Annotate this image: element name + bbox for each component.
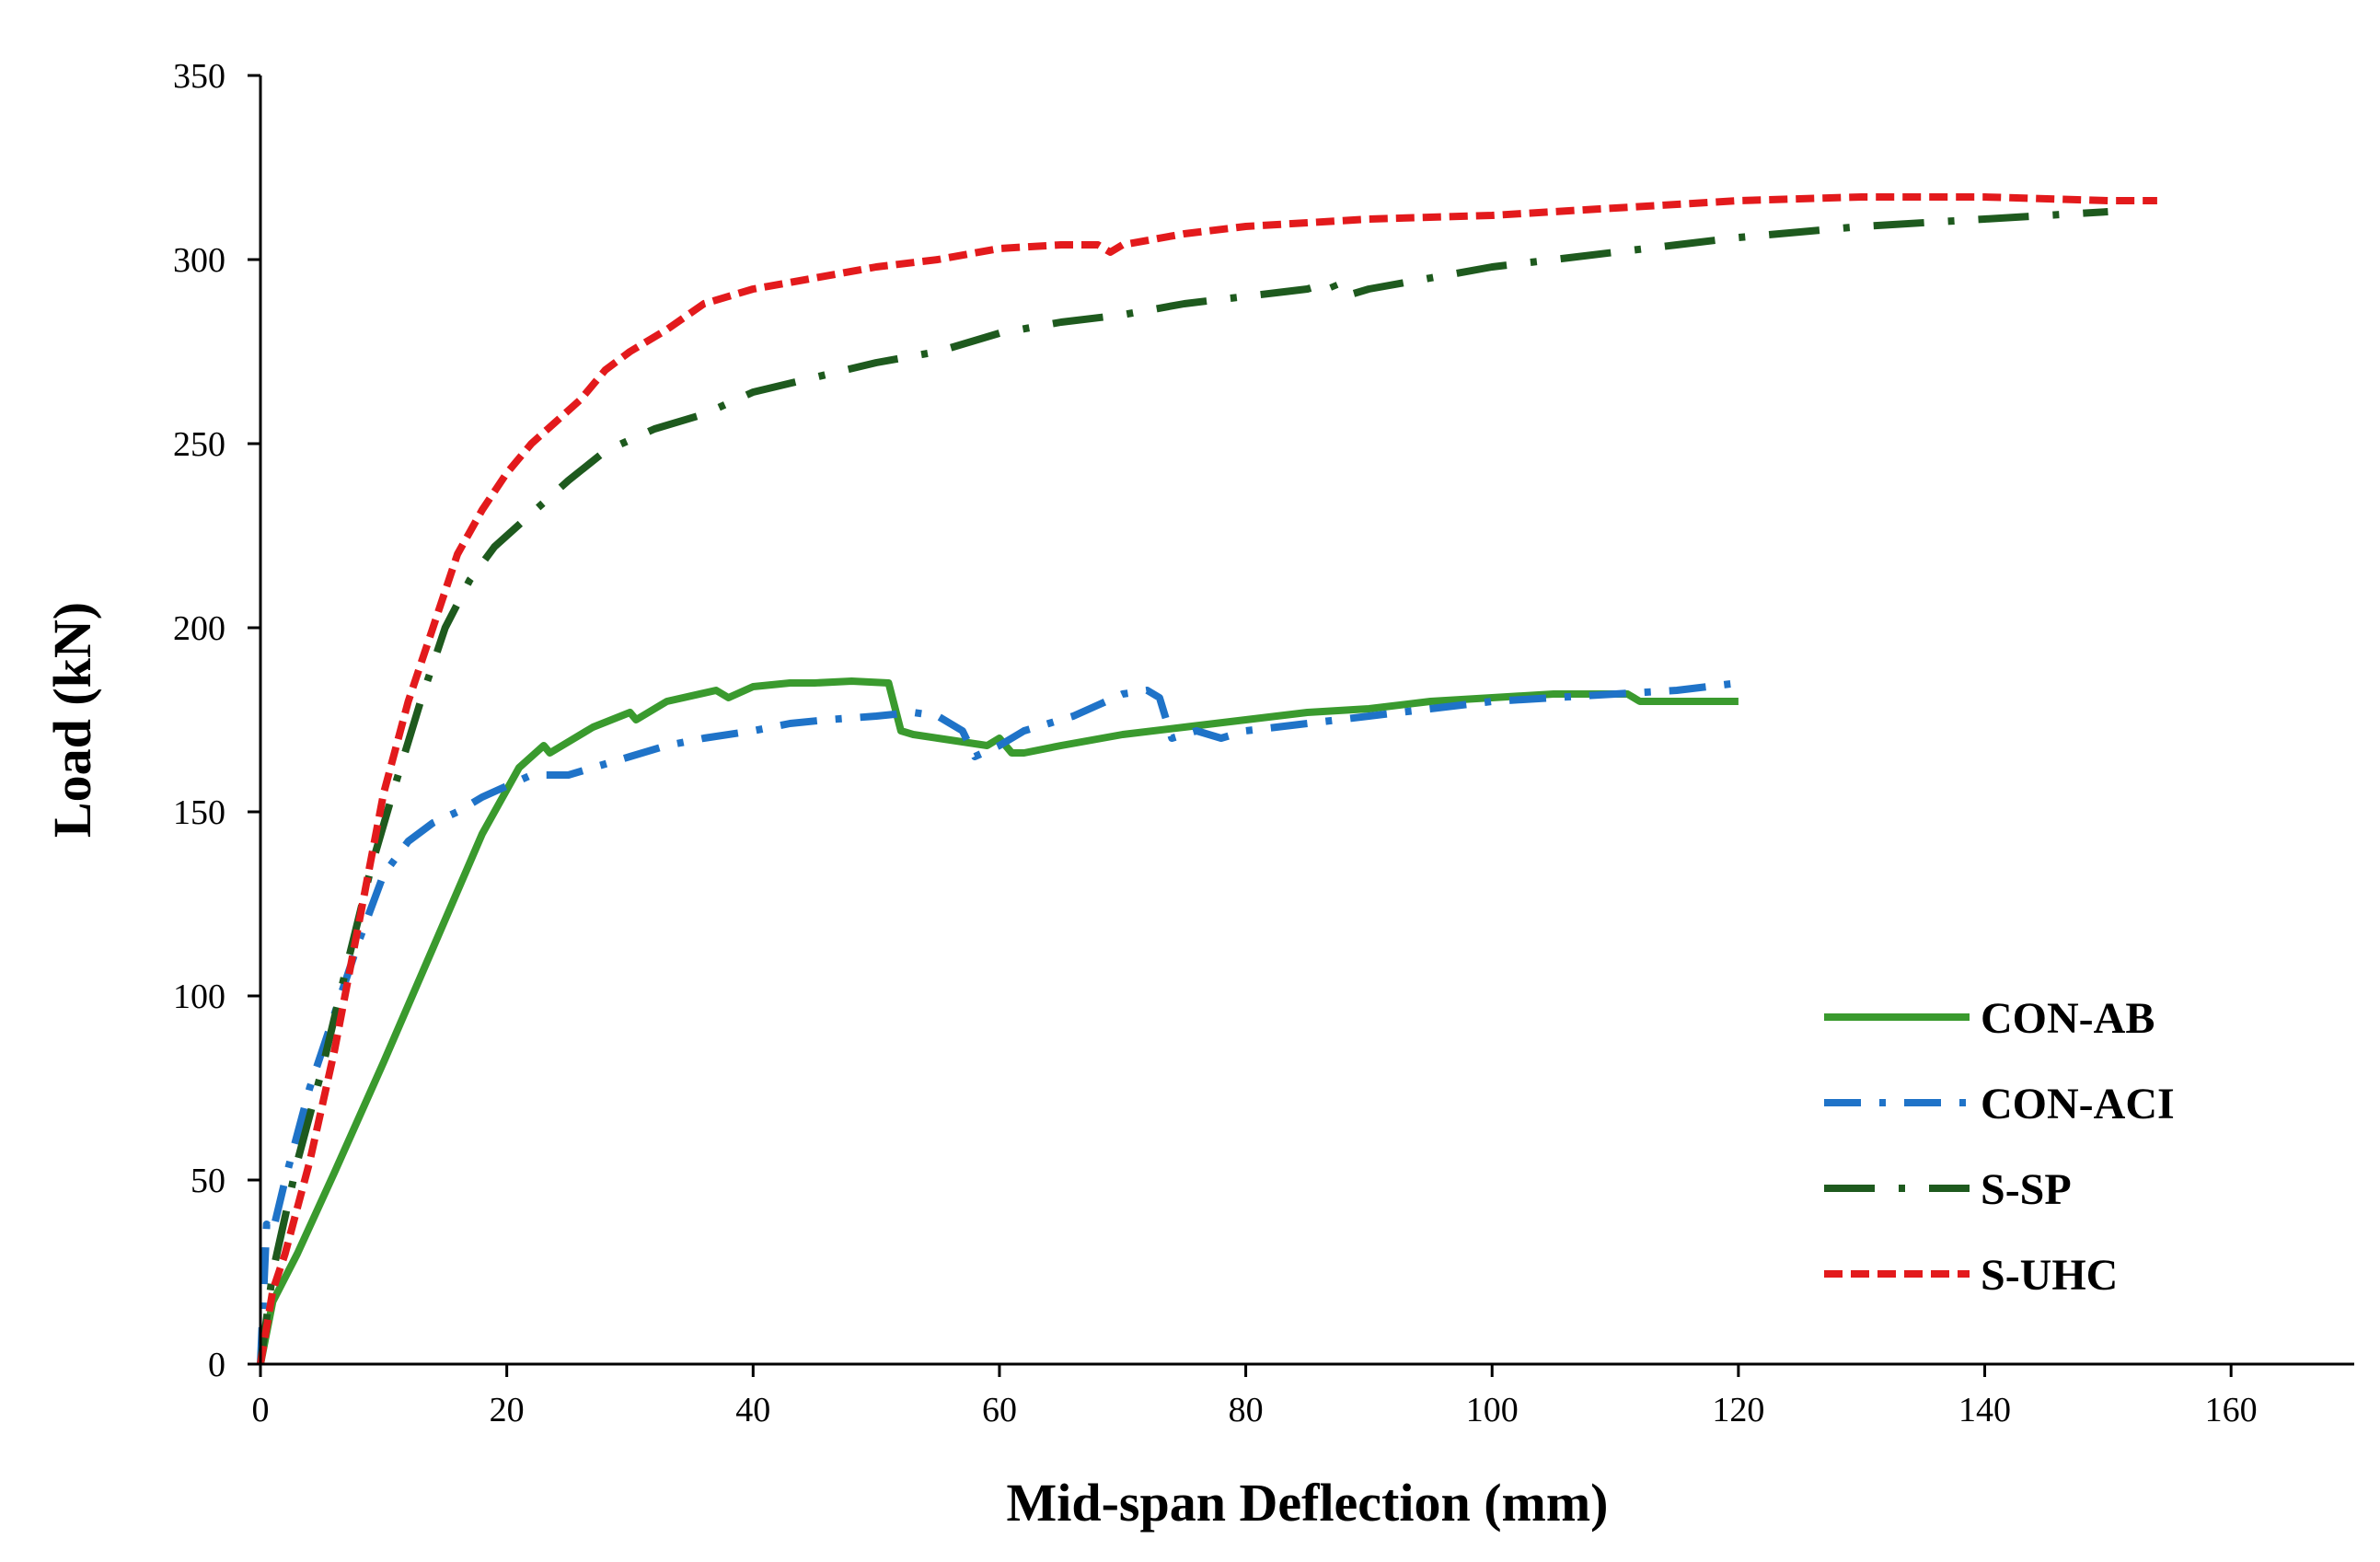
x-tick-label: 80 bbox=[1229, 1391, 1264, 1429]
x-tick-label: 20 bbox=[490, 1391, 525, 1429]
y-tick-label: 100 bbox=[173, 978, 225, 1016]
series-layer bbox=[257, 193, 2157, 1365]
legend-item-con-ab: CON-AB bbox=[1824, 994, 2155, 1043]
axes bbox=[248, 74, 2354, 1377]
x-axis-title: Mid-span Deflection (mm) bbox=[1006, 1473, 1608, 1533]
y-tick-label: 0 bbox=[208, 1346, 225, 1384]
y-tick-label: 300 bbox=[173, 241, 225, 280]
x-tick-label: 40 bbox=[735, 1391, 770, 1429]
y-axis-title: Load (kN) bbox=[42, 602, 102, 838]
y-tick-label: 200 bbox=[173, 609, 225, 648]
tick-labels: 0 20 40 60 80 100 120 140 160 0 50 100 150 200 250 300 3… bbox=[173, 57, 2258, 1429]
legend-label: S-SP bbox=[1981, 1165, 2072, 1214]
y-tick-label: 50 bbox=[191, 1162, 225, 1200]
x-tick-label: 140 bbox=[1958, 1391, 2011, 1429]
legend-label: S-UHC bbox=[1981, 1251, 2118, 1300]
series-line-con-ab bbox=[257, 677, 1739, 1365]
legend-label: CON-AB bbox=[1981, 994, 2155, 1043]
x-tick-label: 100 bbox=[1466, 1391, 1519, 1429]
legend-label: CON-ACI bbox=[1981, 1080, 2175, 1128]
series-line-con-aci bbox=[257, 679, 1739, 1365]
y-tick-label: 150 bbox=[173, 793, 225, 832]
y-tick-label: 350 bbox=[173, 57, 225, 96]
x-tick-label: 60 bbox=[982, 1391, 1017, 1429]
legend-item-con-aci: CON-ACI bbox=[1824, 1080, 2175, 1128]
series-line-s-uhc bbox=[257, 193, 2157, 1365]
series-line-s-sp bbox=[257, 208, 2108, 1365]
legend-item-s-uhc: S-UHC bbox=[1824, 1251, 2118, 1300]
legend-item-s-sp: S-SP bbox=[1824, 1165, 2072, 1214]
x-tick-label: 0 bbox=[252, 1391, 270, 1429]
x-tick-label: 120 bbox=[1712, 1391, 1764, 1429]
y-tick-label: 250 bbox=[173, 425, 225, 464]
legend: CON-AB CON-ACI S-SP S-UHC bbox=[1824, 994, 2175, 1300]
x-tick-label: 160 bbox=[2205, 1391, 2258, 1429]
